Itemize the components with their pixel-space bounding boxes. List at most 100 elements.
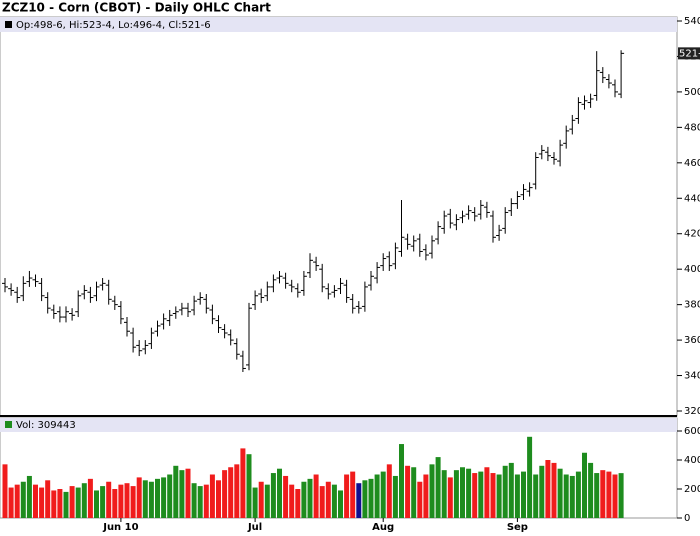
- y-tick-label: 500: [684, 87, 700, 98]
- volume-bar: [582, 452, 587, 518]
- price-panel: [0, 16, 678, 417]
- info-icon: [5, 21, 12, 28]
- volume-bar: [533, 474, 539, 518]
- volume-bar: [136, 477, 142, 518]
- volume-bar: [69, 486, 75, 518]
- volume-bar: [612, 474, 618, 518]
- volume-bar: [39, 487, 45, 518]
- volume-bar: [527, 436, 533, 518]
- last-price-label: 521-6: [679, 48, 700, 59]
- volume-bar: [319, 486, 325, 518]
- volume-bar: [472, 473, 478, 518]
- volume-bar: [283, 475, 289, 518]
- volume-bar: [277, 468, 282, 518]
- y-tick-label: 200000: [684, 484, 700, 495]
- volume-bar: [539, 465, 545, 518]
- volume-bar: [338, 490, 343, 518]
- y-tick-label: 600000: [684, 426, 700, 437]
- volume-bar: [222, 470, 228, 518]
- volume-bar: [423, 474, 429, 518]
- last-price-box: [678, 47, 700, 60]
- volume-bar: [112, 489, 118, 518]
- volume-bar: [246, 454, 252, 518]
- volume-bar: [588, 462, 594, 518]
- volume-bar: [563, 474, 569, 518]
- volume-bar: [124, 483, 130, 518]
- volume-bar: [57, 489, 63, 518]
- volume-bar: [386, 464, 392, 518]
- volume-bar: [399, 444, 404, 518]
- volume-bar: [228, 467, 234, 518]
- x-tick-label: Jun 10: [102, 522, 138, 533]
- volume-bar: [289, 484, 295, 518]
- y-tick-label: 460: [684, 158, 700, 169]
- volume-bar: [301, 481, 307, 518]
- volume-bar: [508, 462, 514, 518]
- y-tick-label: 360: [684, 335, 700, 346]
- ohlc-info: Op:498-6, Hi:523-4, Lo:496-4, Cl:521-6: [16, 20, 211, 31]
- volume-info-bar: [0, 418, 677, 432]
- volume-bar: [106, 481, 112, 518]
- volume-bar: [435, 457, 441, 518]
- x-tick-label: Aug: [372, 522, 394, 533]
- volume-bar: [417, 481, 423, 518]
- volume-bar: [155, 478, 160, 518]
- volume-bar: [606, 471, 612, 518]
- volume-bar: [20, 481, 26, 518]
- volume-bar: [502, 465, 508, 518]
- volume-bar: [594, 473, 600, 518]
- volume-bar: [429, 464, 435, 518]
- volume-bar: [197, 486, 203, 518]
- volume-bar: [411, 467, 417, 518]
- volume-bar: [331, 484, 337, 518]
- y-tick-label: 440: [684, 193, 700, 204]
- volume-bar: [350, 471, 356, 518]
- volume-bar: [203, 484, 209, 518]
- y-tick-label: 400000: [684, 455, 700, 466]
- volume-bar: [380, 471, 386, 518]
- volume-bar: [8, 487, 14, 518]
- volume-bar: [600, 470, 606, 518]
- volume-bar: [490, 473, 496, 518]
- volume-bar: [270, 473, 276, 518]
- chart-title: ZCZ10 - Corn (CBOT) - Daily OHLC Chart: [2, 1, 271, 15]
- volume-bar: [63, 491, 69, 518]
- volume-bar: [167, 474, 173, 518]
- y-tick-label: 320: [684, 406, 700, 417]
- volume-bar: [557, 468, 563, 518]
- volume-bar: [362, 480, 368, 518]
- volume-bar: [514, 474, 520, 518]
- volume-bar: [496, 474, 502, 518]
- volume-bar: [216, 480, 221, 518]
- volume-bar: [45, 480, 51, 518]
- volume-bar: [173, 465, 179, 518]
- volume-bar: [240, 448, 246, 518]
- volume-bar: [14, 484, 20, 518]
- volume-bar: [356, 483, 362, 518]
- volume-bar: [441, 470, 447, 518]
- volume-bar: [392, 475, 398, 518]
- volume-bar: [191, 483, 197, 518]
- y-tick-label: 540: [684, 16, 700, 27]
- volume-bar: [33, 484, 38, 518]
- volume-bar: [484, 467, 490, 518]
- volume-bar: [325, 481, 331, 518]
- volume-bar: [209, 474, 215, 518]
- volume-bar: [307, 478, 313, 518]
- volume-bar: [545, 460, 551, 518]
- volume-bar: [453, 470, 459, 518]
- volume-bar: [569, 475, 575, 518]
- x-tick-label: Jul: [247, 522, 262, 533]
- volume-bar: [185, 468, 191, 518]
- volume-bar: [374, 474, 380, 518]
- y-tick-label: 480: [684, 122, 700, 133]
- volume-bar: [81, 483, 87, 518]
- volume-bar: [161, 477, 167, 518]
- y-tick-label: 340: [684, 371, 700, 382]
- volume-bar: [405, 465, 411, 518]
- volume-bar: [87, 478, 93, 518]
- volume-bar: [26, 475, 32, 518]
- volume-bar: [344, 474, 350, 518]
- volume-bar: [618, 473, 624, 518]
